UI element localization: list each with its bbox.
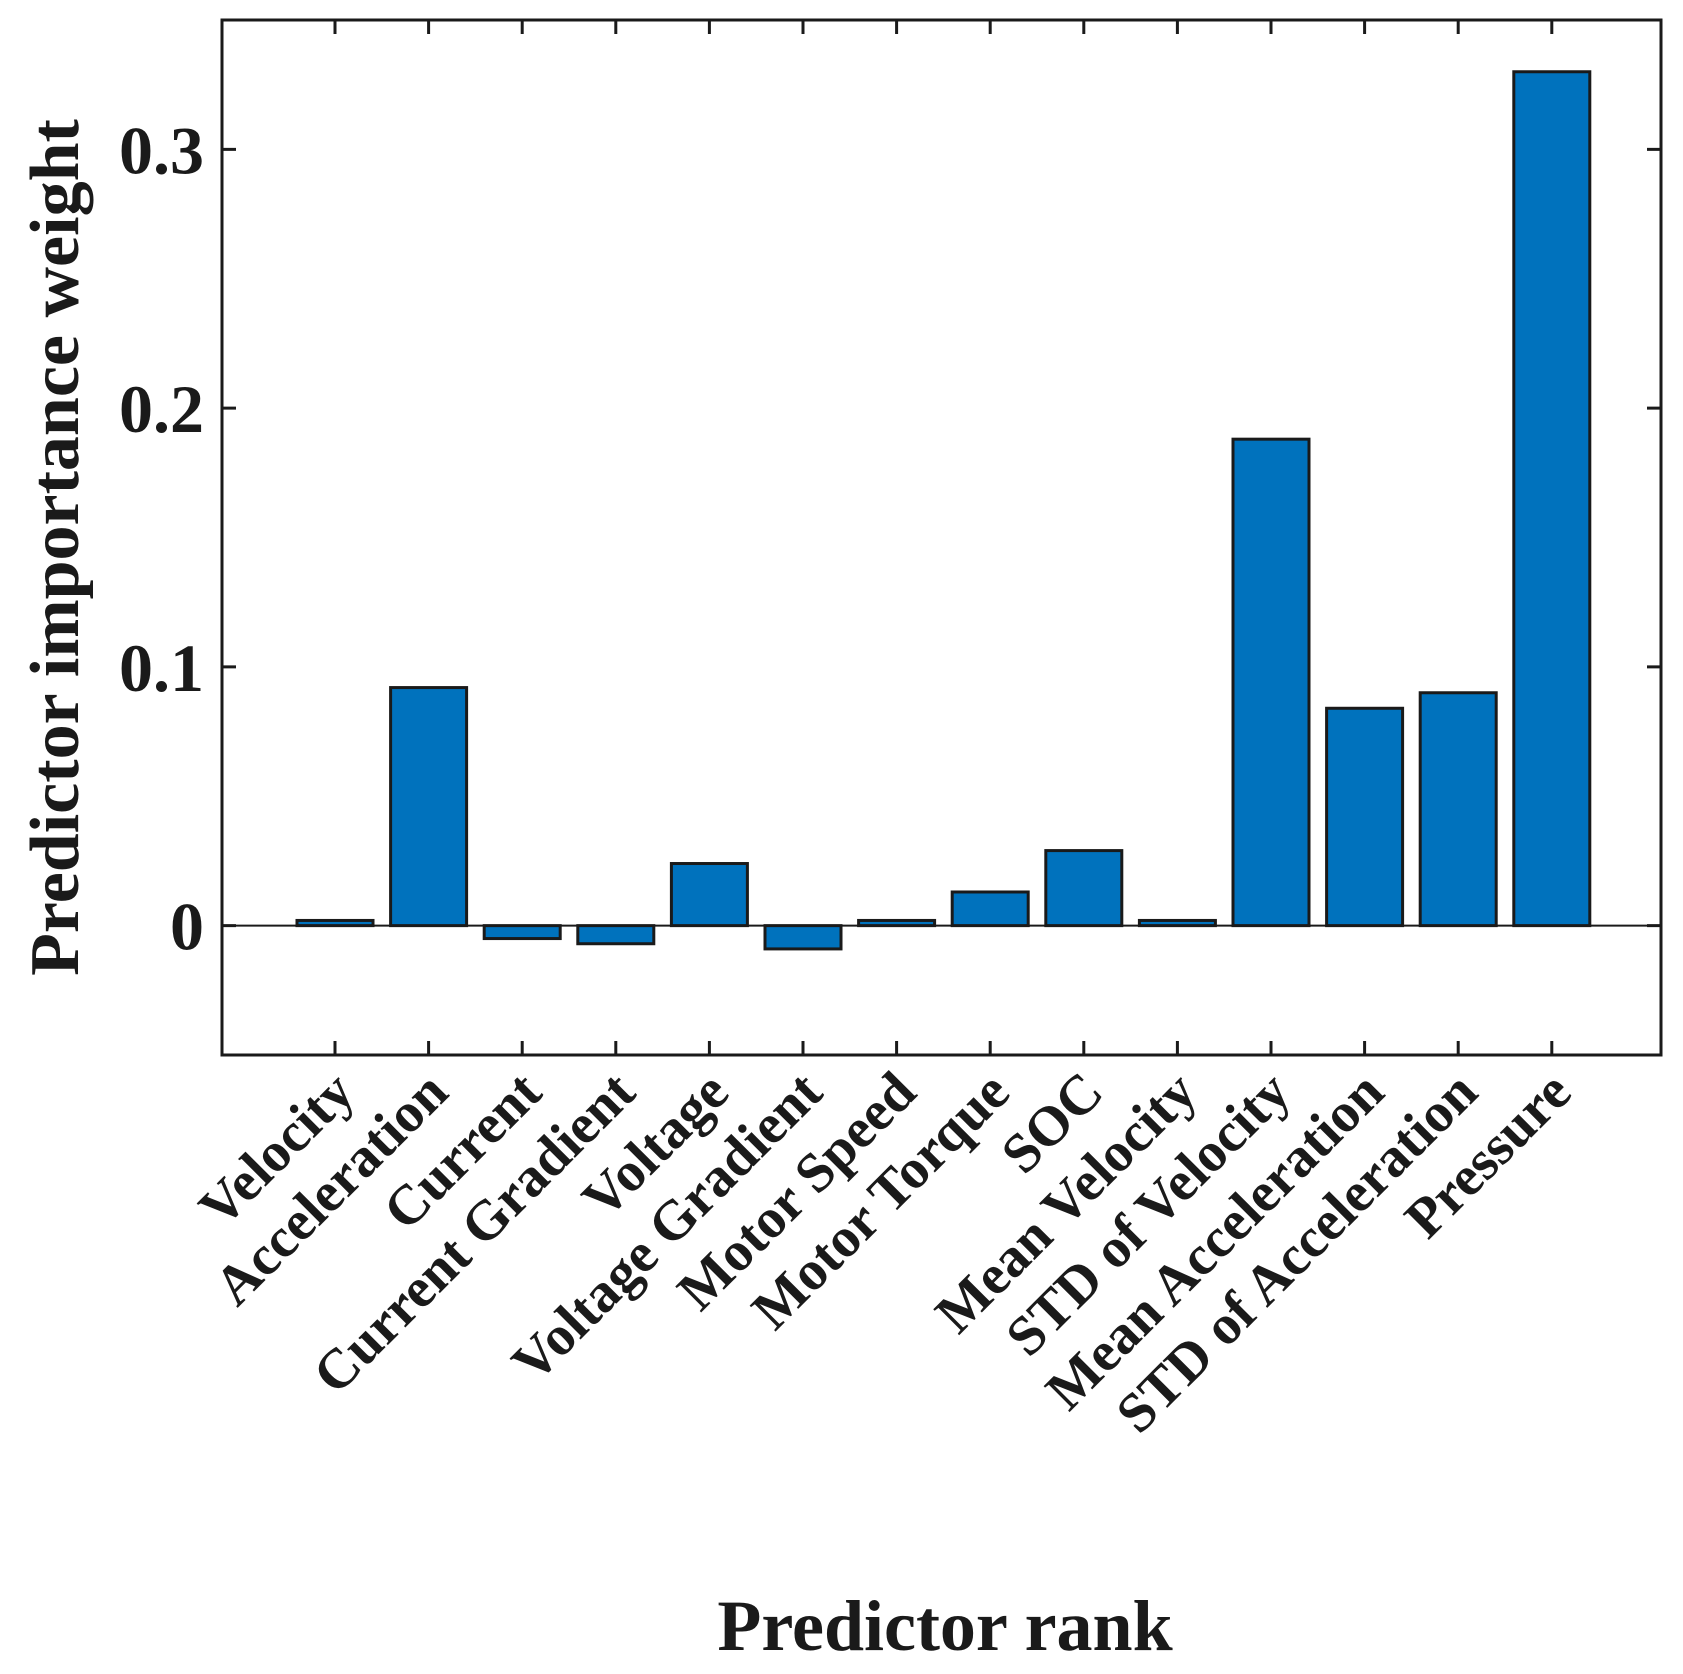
- plot-area-frame: [220, 18, 1663, 1057]
- bar-acceleration: [389, 686, 469, 928]
- x-axis-label: Predictor rank: [717, 1586, 1172, 1666]
- bars-group: [295, 70, 1592, 951]
- bar-current: [482, 924, 562, 941]
- y-tick-label: 0: [170, 889, 204, 965]
- bar-std-of-velocity: [1231, 437, 1311, 928]
- bar-voltage: [669, 862, 749, 928]
- bar-mean-acceleration: [1325, 706, 1405, 928]
- bar-voltage-gradient: [763, 924, 843, 951]
- y-tick-label: 0.3: [119, 112, 204, 188]
- y-tick-label: 0.1: [119, 630, 204, 706]
- y-axis-label: Predictor importance weight: [17, 119, 94, 976]
- bar-motor-torque: [950, 890, 1030, 928]
- bar-current-gradient: [576, 924, 656, 946]
- y-tick-label: 0.2: [119, 371, 204, 447]
- bar-std-of-acceleration: [1418, 691, 1498, 928]
- bar-soc: [1044, 849, 1124, 928]
- axis-ticks-group: [222, 20, 1661, 1055]
- y-tick-labels-group: 0 0.1 0.2 0.3: [119, 112, 204, 964]
- bar-pressure: [1512, 70, 1592, 928]
